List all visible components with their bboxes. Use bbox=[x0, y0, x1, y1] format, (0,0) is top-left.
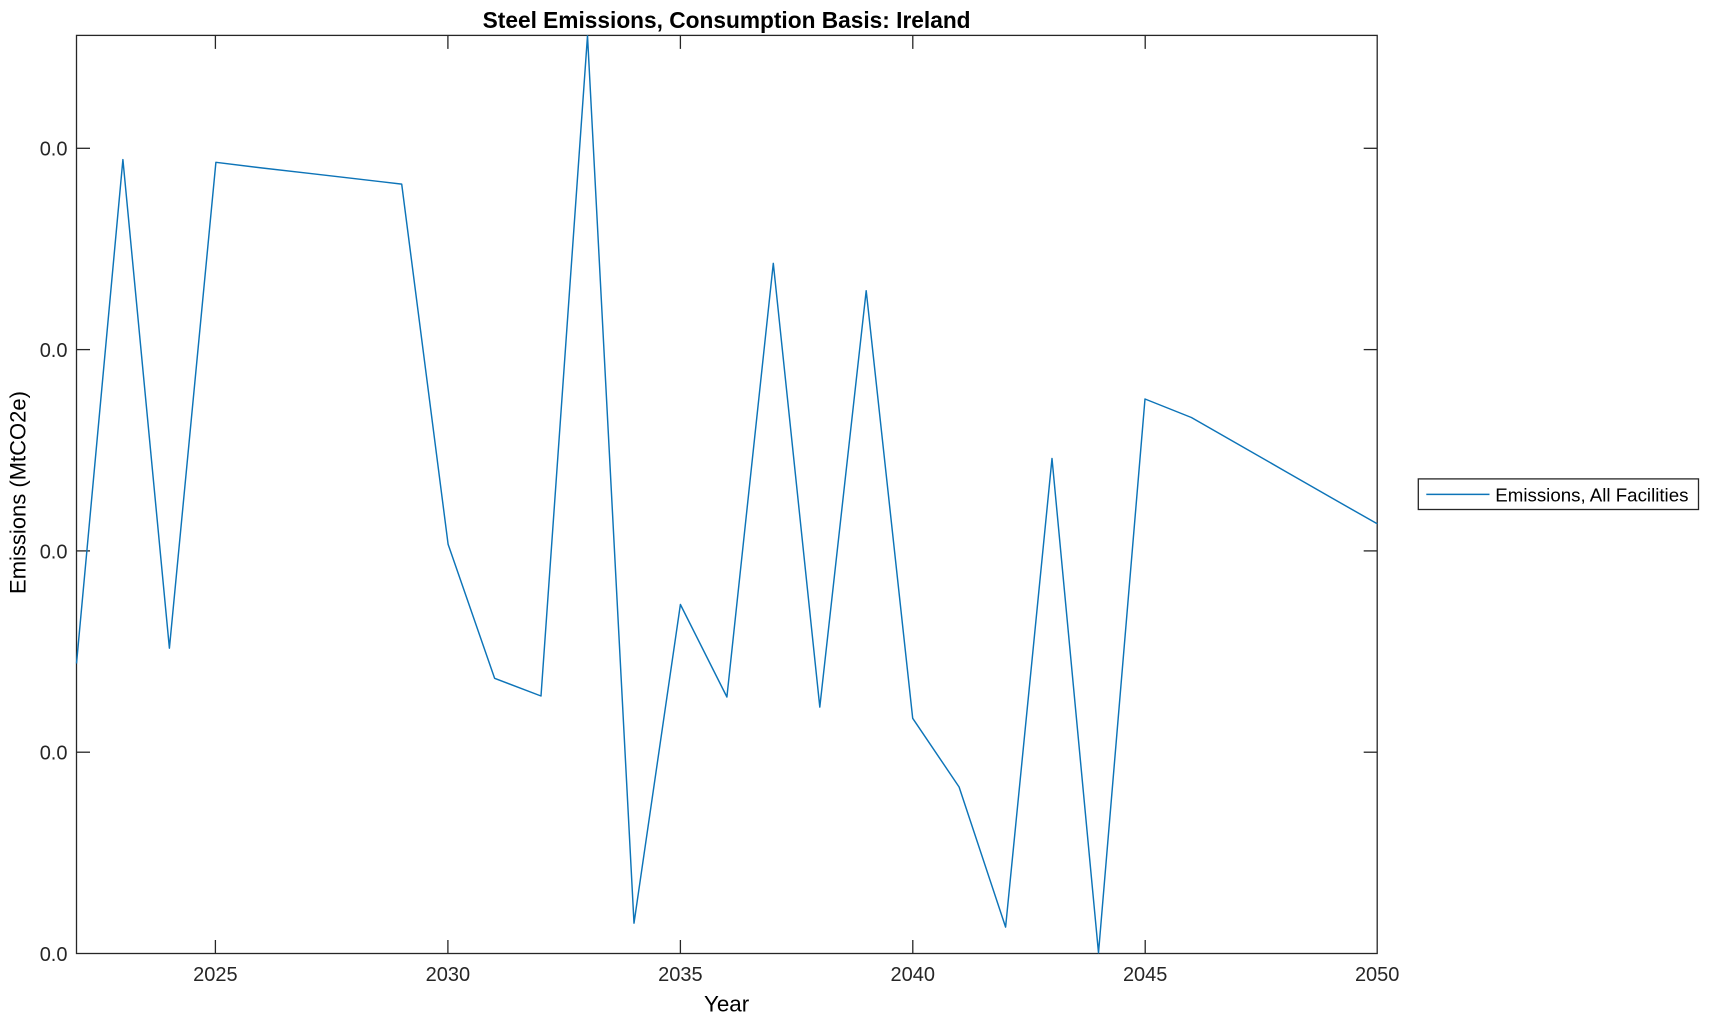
svg-text:2050: 2050 bbox=[1355, 964, 1400, 986]
svg-text:Emissions, All Facilities: Emissions, All Facilities bbox=[1495, 484, 1688, 505]
svg-text:2045: 2045 bbox=[1123, 964, 1168, 986]
svg-text:Year: Year bbox=[704, 992, 750, 1017]
svg-text:Emissions (MtCO2e): Emissions (MtCO2e) bbox=[5, 391, 30, 594]
svg-text:2040: 2040 bbox=[891, 964, 936, 986]
svg-text:0.0: 0.0 bbox=[40, 139, 68, 161]
svg-text:2025: 2025 bbox=[193, 964, 238, 986]
svg-text:0.0: 0.0 bbox=[40, 944, 68, 966]
svg-text:Steel Emissions, Consumption B: Steel Emissions, Consumption Basis: Irel… bbox=[483, 7, 971, 33]
svg-text:0.0: 0.0 bbox=[40, 340, 68, 362]
svg-text:0.0: 0.0 bbox=[40, 743, 68, 765]
svg-text:2030: 2030 bbox=[426, 964, 471, 986]
svg-text:2035: 2035 bbox=[658, 964, 703, 986]
svg-text:0.0: 0.0 bbox=[40, 541, 68, 563]
